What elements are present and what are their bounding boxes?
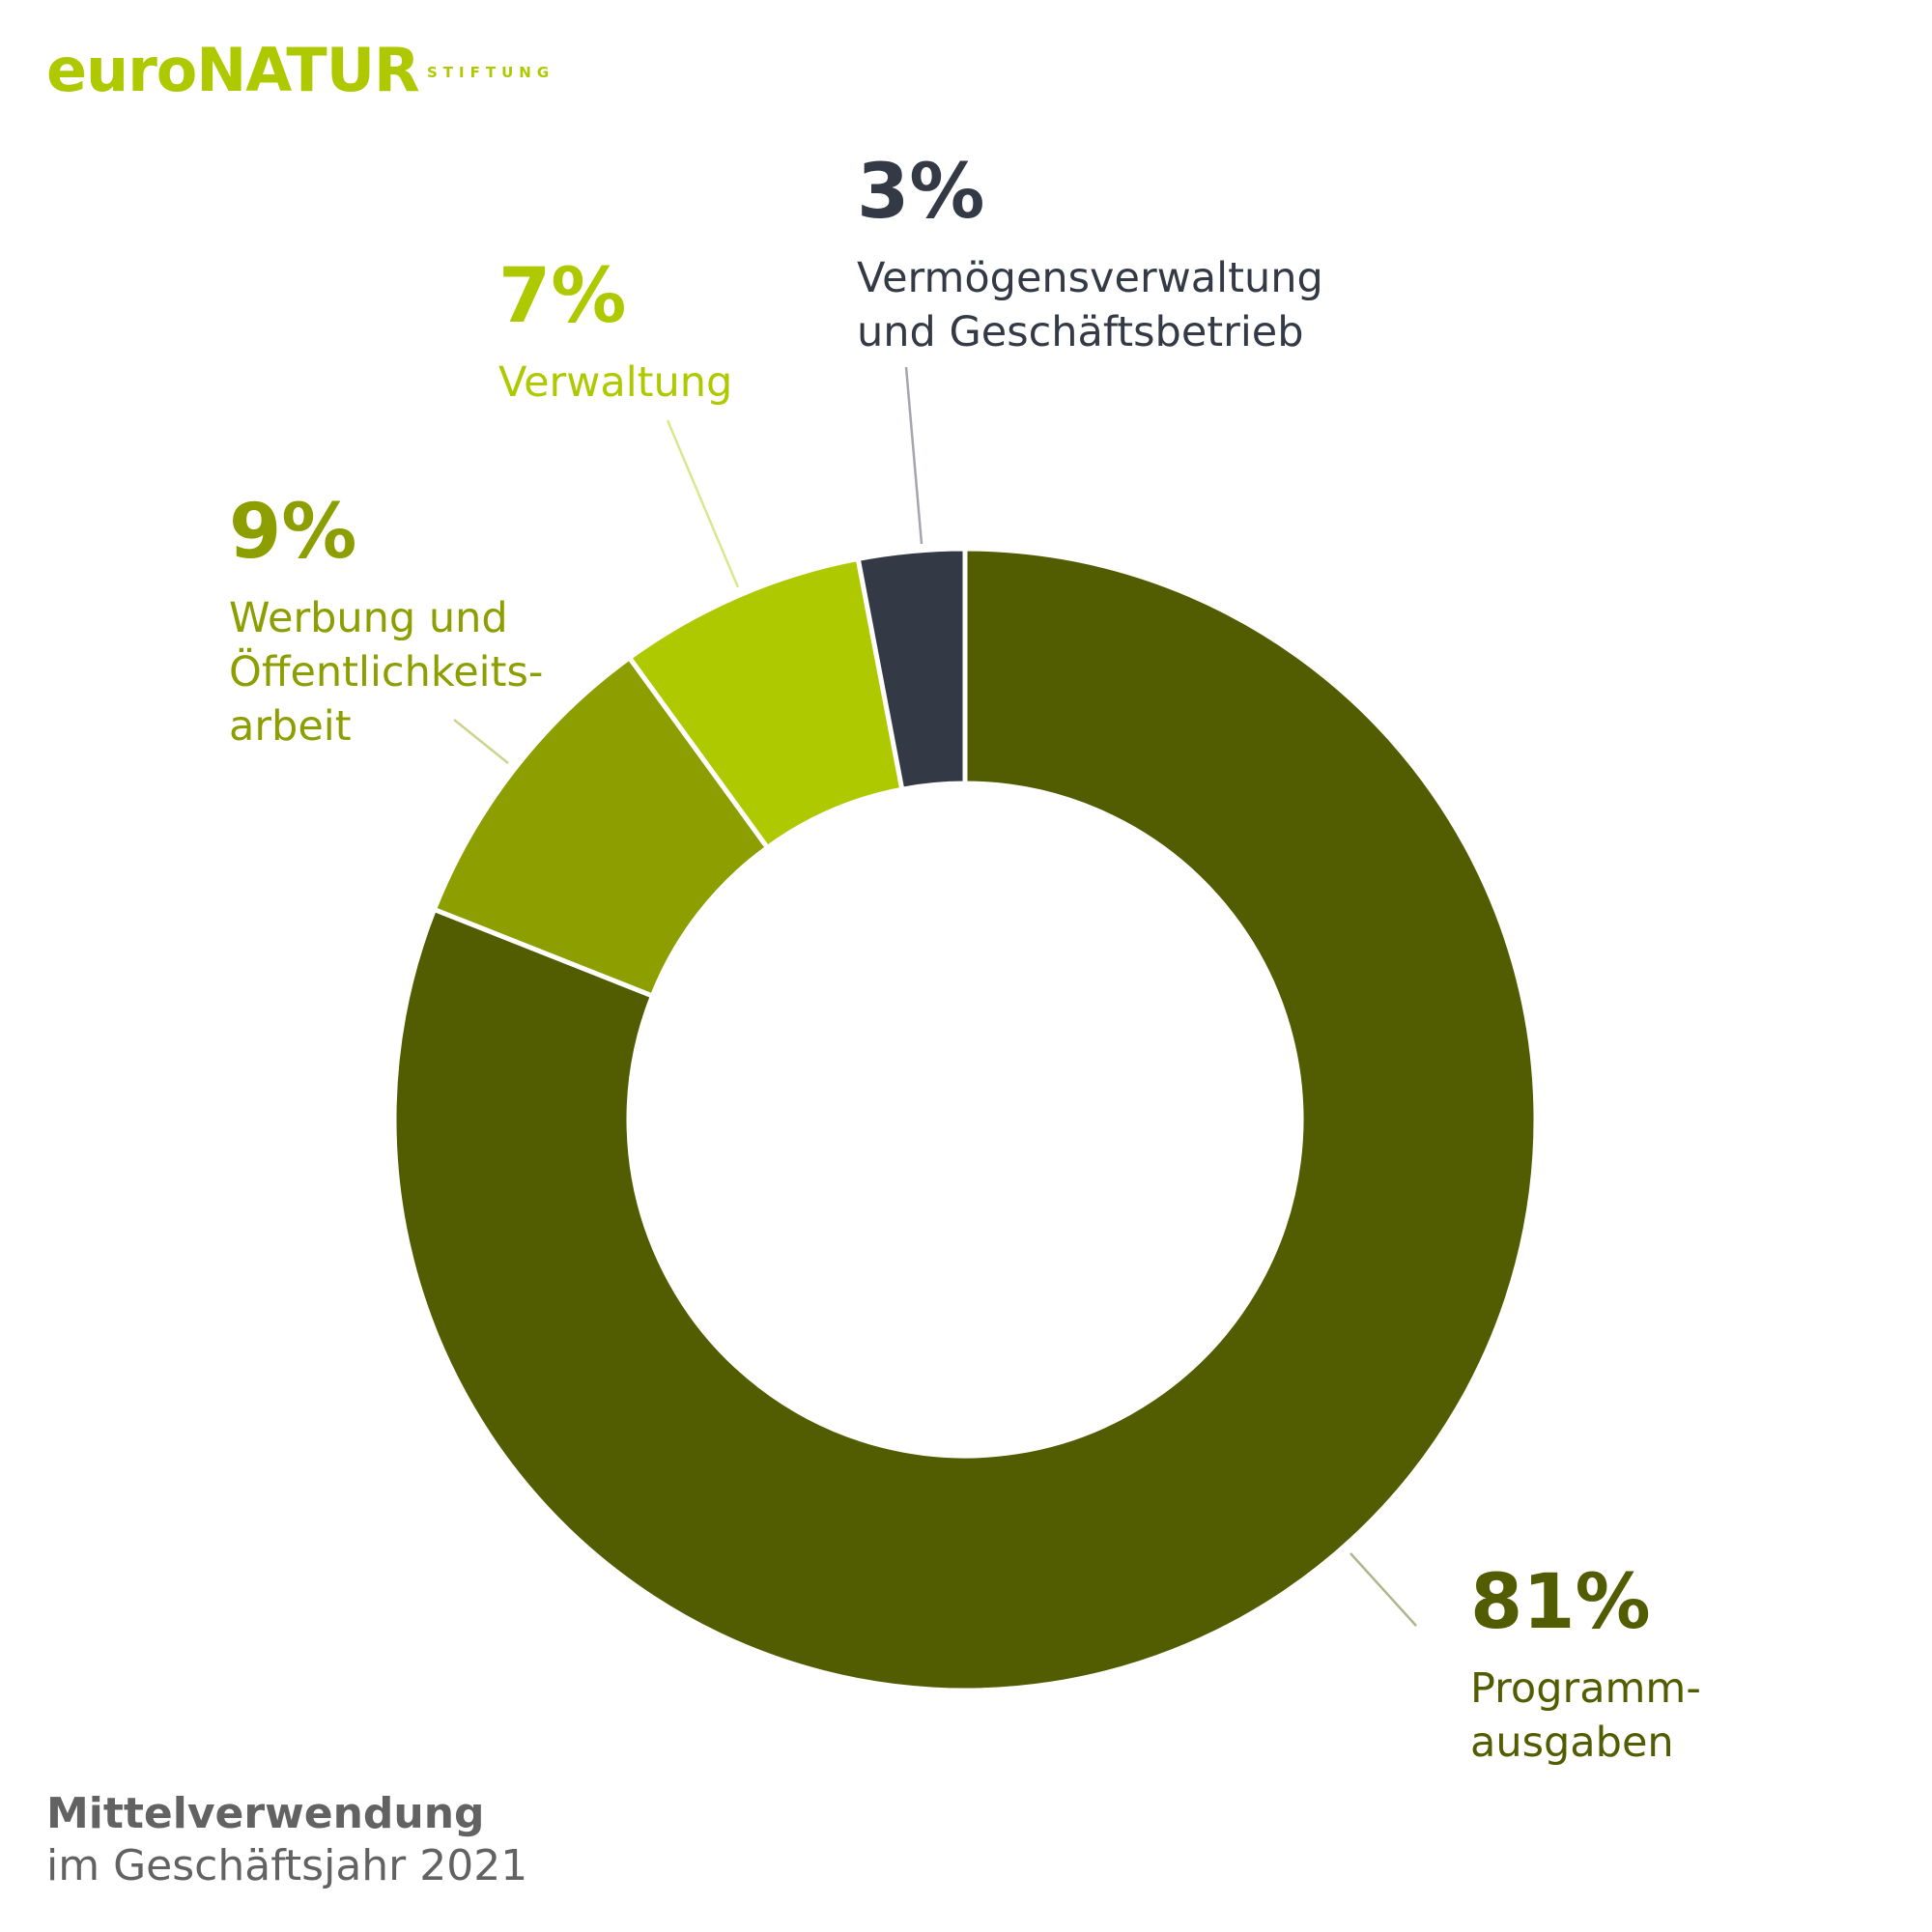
- leader-line: [666, 419, 740, 588]
- category-label: Programm- ausgaben: [1470, 1664, 1701, 1767]
- value-label: 3%: [857, 149, 985, 236]
- value-label: 81%: [1470, 1559, 1651, 1646]
- donut-segment: [855, 546, 968, 793]
- value-label: 9%: [229, 489, 357, 576]
- segment-label: 81% Programm- ausgaben: [1470, 1565, 1701, 1770]
- category-label: Verwaltung: [498, 358, 733, 407]
- category-label: Werbung und Öffentlichkeits- arbeit: [229, 594, 544, 751]
- leader-line: [904, 366, 923, 545]
- donut-segment: [391, 546, 1539, 1693]
- value-label: 7%: [498, 253, 627, 340]
- segment-label: 7% Verwaltung: [498, 259, 732, 410]
- chart-title: Mittelverwendung: [46, 1789, 485, 1838]
- logo-sub: STIFTUNG: [427, 64, 555, 81]
- segment-label: 3% Vermögensverwaltung und Geschäftsbetri…: [857, 155, 1323, 359]
- leader-line: [453, 719, 509, 764]
- chart-subtitle: im Geschäftsjahr 2021: [46, 1841, 528, 1890]
- logo: euroNATUR: [46, 35, 420, 105]
- segment-label: 9% Werbung und Öffentlichkeits- arbeit: [229, 495, 543, 753]
- category-label: Vermögensverwaltung und Geschäftsbetrieb: [857, 254, 1323, 356]
- leader-line: [1350, 1552, 1417, 1627]
